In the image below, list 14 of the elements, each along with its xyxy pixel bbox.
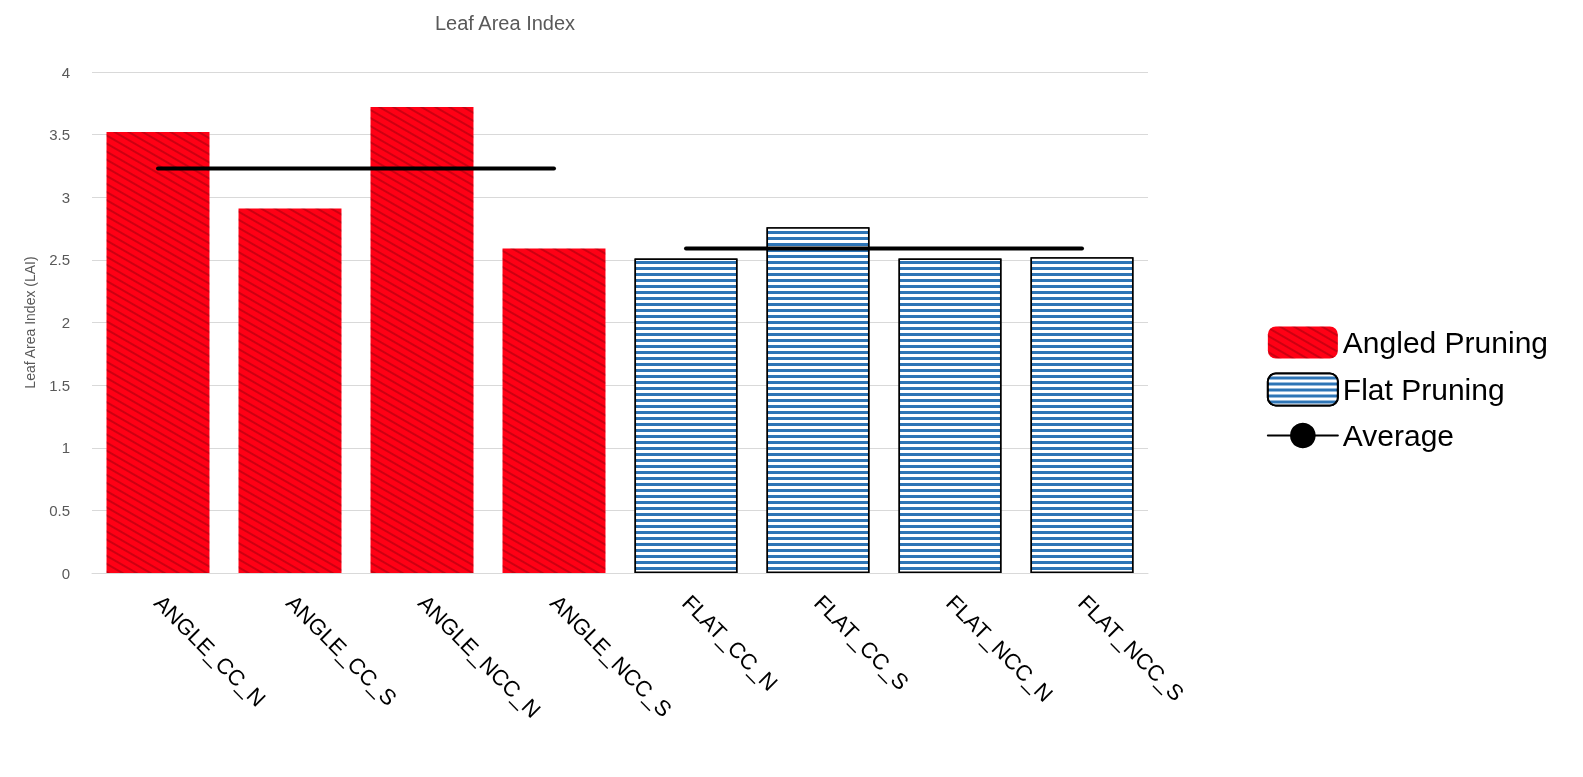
chart-title: Leaf Area Index [434,12,576,34]
y-tick-label: 0 [61,564,70,582]
y-tick-label: 4 [61,63,70,81]
y-tick-label: 1 [61,439,70,457]
legend-label: Flat Pruning [1342,373,1505,406]
legend-label: Average [1342,419,1455,452]
y-tick-label: 0.5 [49,501,70,519]
y-tick-label: 1.5 [49,376,70,394]
legend-label: Angled Pruning [1342,326,1548,359]
y-tick-label: 3 [61,188,70,206]
y-axis-title: Leaf Area Index (LAI) [22,256,38,389]
y-tick-label: 3.5 [49,126,70,144]
y-tick-label: 2.5 [49,251,70,269]
y-tick-label: 2 [61,314,70,331]
